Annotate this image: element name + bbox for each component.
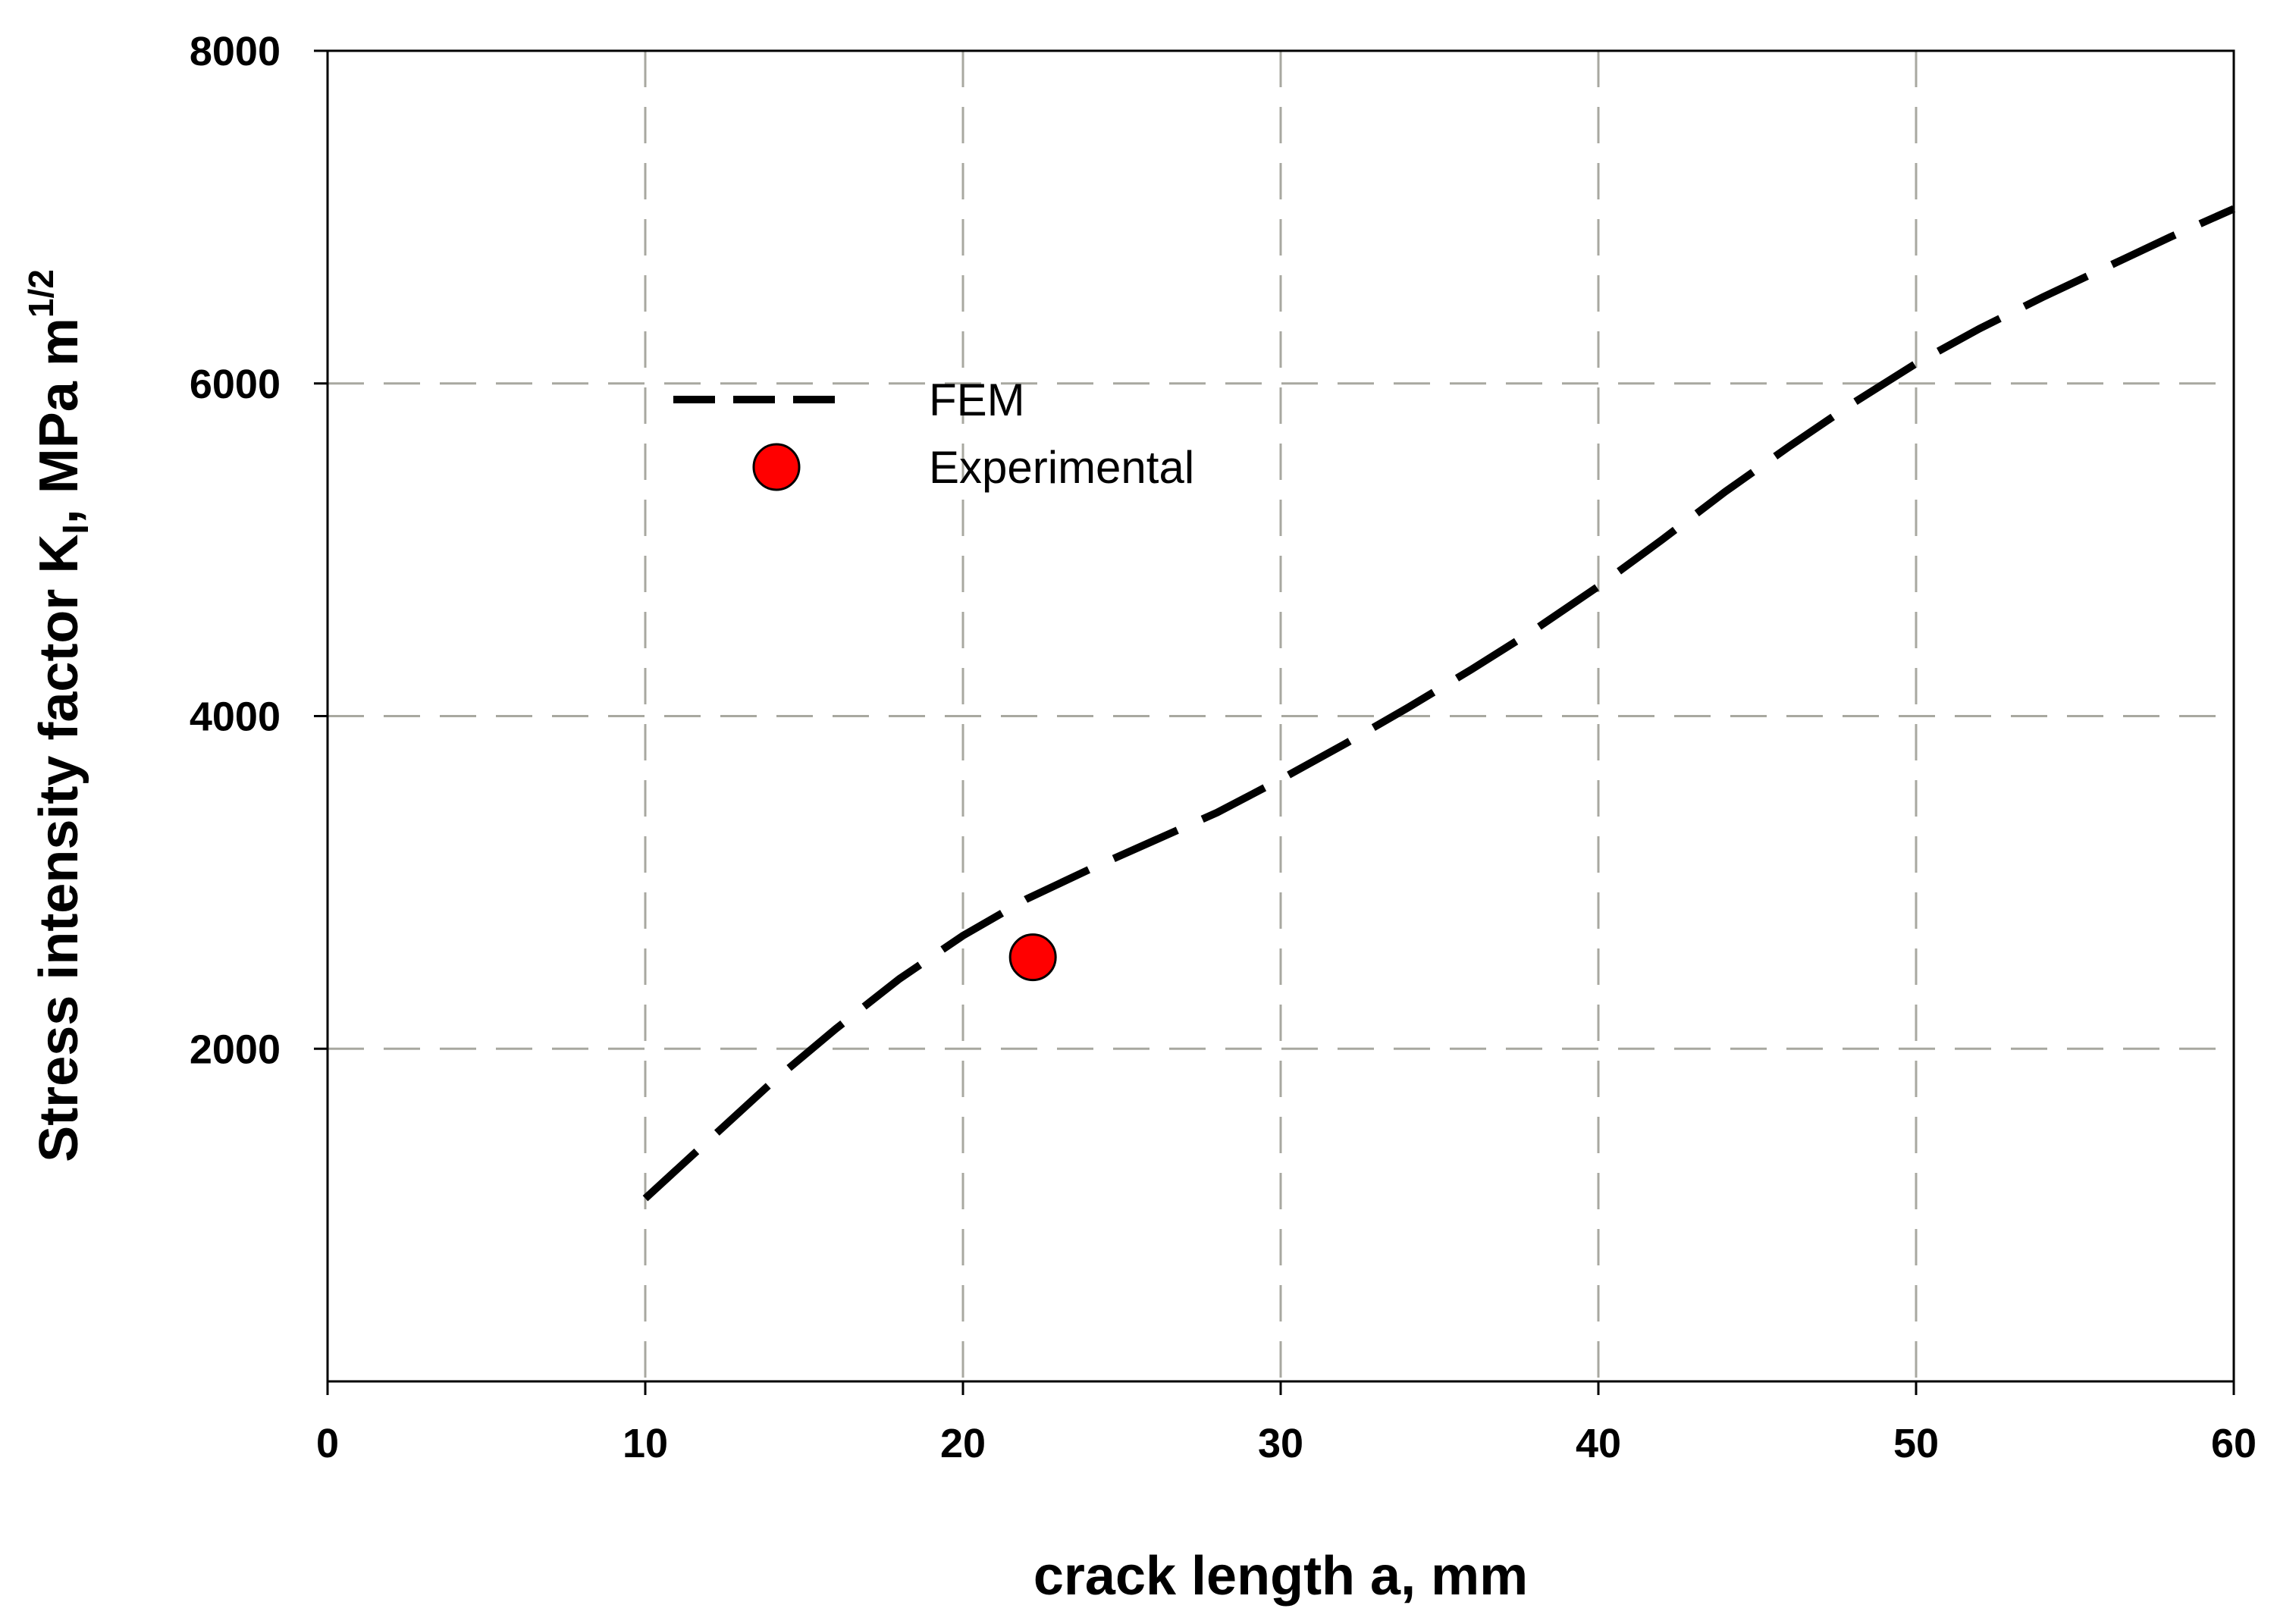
x-tick-label-0: 0 <box>316 1421 339 1466</box>
y-tick-label-2000: 2000 <box>190 1027 281 1072</box>
legend: FEM Experimental <box>673 375 1194 493</box>
x-tick-labels: 0 10 20 30 40 50 60 <box>316 1421 2257 1466</box>
y-tick-label-6000: 6000 <box>190 362 281 407</box>
series-fem-line <box>642 205 2236 1202</box>
y-tick-label-8000: 8000 <box>190 29 281 74</box>
x-tick-label-50: 50 <box>1893 1421 1939 1466</box>
y-axis-title-subscript: I <box>56 524 96 534</box>
x-tick-label-20: 20 <box>940 1421 986 1466</box>
x-tick-label-10: 10 <box>623 1421 668 1466</box>
x-axis-title: crack length a, mm <box>1033 1546 1528 1607</box>
series-layer <box>642 205 2236 1202</box>
x-tick-label-30: 30 <box>1258 1421 1303 1466</box>
y-axis-title-unit: , MPa m <box>29 318 89 524</box>
y-tick-labels: 2000 4000 6000 8000 <box>190 29 281 1072</box>
y-axis-title: Stress intensity factor KI, MPa m1/2 <box>21 269 96 1162</box>
legend-experimental-label: Experimental <box>929 442 1194 493</box>
x-tick-label-60: 60 <box>2211 1421 2257 1466</box>
y-axis-title-superscript: 1/2 <box>21 269 61 318</box>
legend-fem-label: FEM <box>929 375 1025 425</box>
legend-experimental-marker <box>752 443 801 491</box>
x-tick-label-40: 40 <box>1576 1421 1621 1466</box>
tick-marks <box>314 49 2235 1395</box>
experimental-point-0 <box>1008 933 1057 982</box>
y-axis-title-main: Stress intensity factor K <box>29 535 89 1162</box>
y-tick-label-4000: 4000 <box>190 694 281 740</box>
grid <box>328 51 2234 1381</box>
